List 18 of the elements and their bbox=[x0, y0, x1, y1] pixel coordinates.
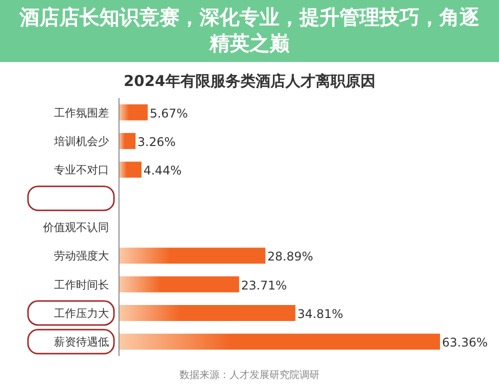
y-tick-label: 培训机会少 bbox=[53, 135, 109, 148]
y-tick-label: 工作氛围差 bbox=[54, 106, 109, 120]
source-note: 数据来源：人才发展研究院调研 bbox=[180, 369, 320, 381]
y-tick-label: 价值观不认同 bbox=[42, 221, 109, 234]
y-tick-label: 薪资待遇低 bbox=[54, 336, 109, 349]
data-label: 28.89% bbox=[267, 250, 314, 264]
data-label: 5.67% bbox=[150, 106, 188, 120]
chart-subtitle: 酒店店长知识竞赛，深化专业，提升管理技巧，角逐精英之巅 bbox=[18, 4, 480, 56]
y-tick-label: 劳动强度大 bbox=[54, 250, 109, 263]
data-label: 3.26% bbox=[138, 135, 176, 149]
y-tick-label: 工作时间长 bbox=[54, 278, 109, 292]
data-label: 23.71% bbox=[241, 278, 287, 292]
data-label: 63.36% bbox=[442, 336, 488, 350]
y-tick-label: 工作压力大 bbox=[54, 307, 109, 320]
data-label: 34.81% bbox=[297, 307, 344, 321]
chart-title: 2024年有限服务类酒店人才离职原因 bbox=[124, 72, 376, 90]
y-tick-label: 专业不对口 bbox=[54, 164, 109, 177]
data-label: 4.44% bbox=[143, 164, 182, 178]
